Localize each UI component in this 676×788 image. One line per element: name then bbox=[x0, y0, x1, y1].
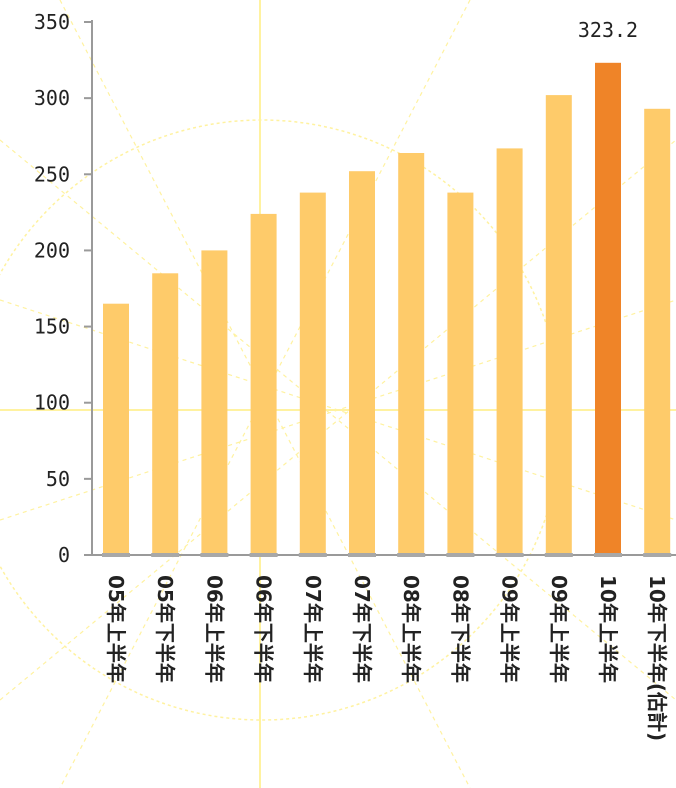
y-tick-label: 200 bbox=[34, 238, 70, 262]
x-tick-label: 07年下半年 bbox=[350, 575, 374, 683]
data-label: 323.2 bbox=[578, 18, 638, 42]
bar-base bbox=[298, 553, 327, 557]
x-tick-label: 10年下半年(估計) bbox=[645, 575, 669, 741]
bar bbox=[201, 250, 228, 555]
bar-base bbox=[446, 553, 475, 557]
x-tick-label: 07年上半年 bbox=[301, 575, 325, 683]
bar bbox=[398, 153, 425, 555]
x-tick-label: 10年上半年 bbox=[596, 575, 620, 683]
x-axis: 05年上半年 05年下半年 06年上半年 06年下半年 07年上半年 07年下半年 08年上… bbox=[92, 553, 676, 741]
y-tick-label: 50 bbox=[46, 467, 70, 491]
x-tick-label: 06年上半年 bbox=[202, 575, 226, 683]
bar bbox=[349, 171, 375, 555]
bar bbox=[103, 303, 129, 555]
bar-base bbox=[643, 553, 672, 557]
watermark-circle bbox=[0, 119, 563, 721]
bar bbox=[152, 273, 179, 555]
watermark-line bbox=[0, 139, 676, 701]
bar-base bbox=[200, 553, 229, 557]
bar-base bbox=[544, 553, 573, 557]
x-tick-label: 09年上半年 bbox=[547, 575, 571, 683]
bar bbox=[447, 192, 474, 555]
y-tick-label: 0 bbox=[58, 543, 70, 567]
x-tick-label: 05年下半年 bbox=[153, 575, 177, 683]
x-tick-label: 08年下半年 bbox=[448, 575, 472, 683]
bar-base bbox=[348, 553, 376, 557]
bar bbox=[644, 108, 671, 556]
y-tick-label: 250 bbox=[34, 162, 70, 186]
bar bbox=[496, 148, 523, 555]
x-tick-label: 08年上半年 bbox=[399, 575, 423, 683]
x-tick-label: 09年上半年 bbox=[498, 575, 522, 683]
bar bbox=[545, 95, 572, 555]
x-tick-label: 06年下半年 bbox=[252, 575, 276, 683]
y-tick-label: 300 bbox=[34, 86, 70, 110]
bar-base bbox=[102, 553, 130, 557]
bar-base bbox=[594, 553, 622, 557]
bar-base bbox=[151, 553, 180, 557]
bars bbox=[103, 62, 671, 556]
y-tick-label: 100 bbox=[34, 391, 70, 415]
bar bbox=[595, 62, 621, 556]
y-tick-label: 350 bbox=[34, 10, 70, 34]
bar bbox=[299, 192, 326, 555]
bar-base bbox=[495, 553, 524, 557]
y-axis: 0 50 100 150 200 250 300 350 bbox=[34, 10, 93, 567]
data-labels: 323.2 bbox=[578, 18, 638, 42]
y-tick-label: 150 bbox=[34, 315, 70, 339]
bar-base bbox=[397, 553, 426, 557]
bar-base bbox=[249, 553, 278, 557]
bar bbox=[250, 213, 277, 555]
x-tick-label: 05年上半年 bbox=[104, 575, 128, 683]
